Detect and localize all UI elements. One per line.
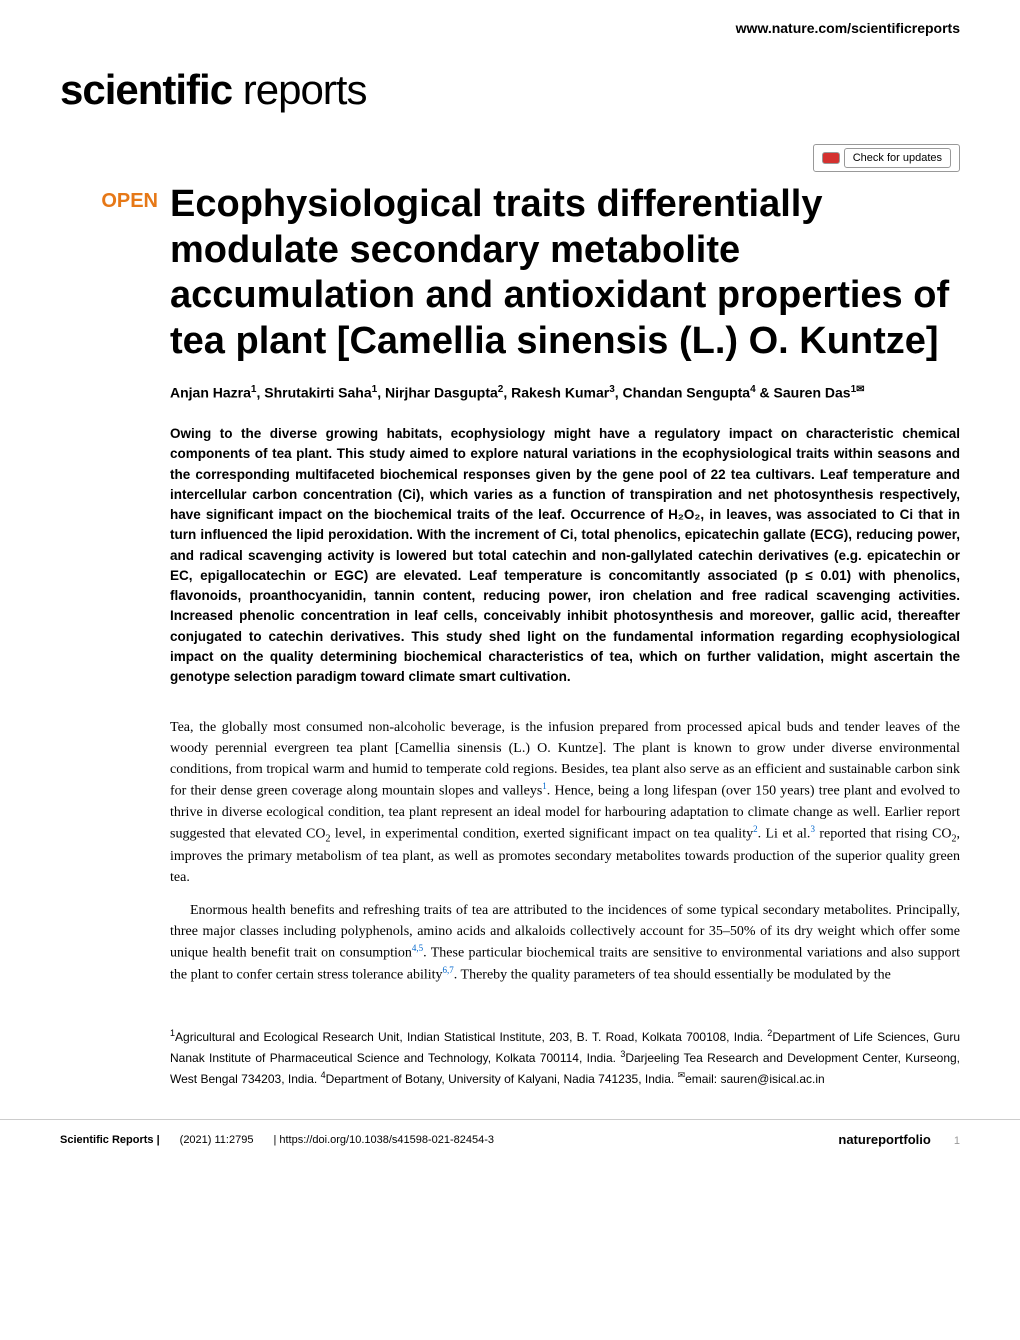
footer-left: Scientific Reports | (2021) 11:2795 | ht… <box>60 1134 494 1146</box>
footer: Scientific Reports | (2021) 11:2795 | ht… <box>0 1119 1020 1159</box>
article-container: OPEN Ecophysiological traits differentia… <box>0 182 1020 1089</box>
updates-label: Check for updates <box>844 148 951 168</box>
header-url: www.nature.com/scientificreports <box>0 0 1020 46</box>
affiliations: 1Agricultural and Ecological Research Un… <box>170 1026 960 1090</box>
footer-journal: Scientific Reports | <box>60 1134 160 1146</box>
footer-right: natureportfolio 1 <box>838 1132 960 1147</box>
updates-badge-container: Check for updates <box>0 144 1020 182</box>
page-number: 1 <box>954 1135 960 1147</box>
publisher-logo: natureportfolio <box>838 1132 930 1147</box>
footer-citation: (2021) 11:2795 <box>180 1134 254 1146</box>
body-paragraph-2: Enormous health benefits and refreshing … <box>170 900 960 985</box>
logo-light: reports <box>232 66 366 113</box>
article-main: Ecophysiological traits differentially m… <box>170 182 960 1089</box>
article-title: Ecophysiological traits differentially m… <box>170 182 960 364</box>
check-icon <box>822 152 840 164</box>
authors-list: Anjan Hazra1, Shrutakirti Saha1, Nirjhar… <box>170 382 960 404</box>
footer-doi: | https://doi.org/10.1038/s41598-021-824… <box>273 1134 494 1146</box>
open-access-badge: OPEN <box>60 182 170 1089</box>
journal-logo: scientific reports <box>0 46 1020 144</box>
abstract-text: Owing to the diverse growing habitats, e… <box>170 424 960 687</box>
body-paragraph-1: Tea, the globally most consumed non-alco… <box>170 717 960 888</box>
check-updates-button[interactable]: Check for updates <box>813 144 960 172</box>
logo-bold: scientific <box>60 66 232 113</box>
